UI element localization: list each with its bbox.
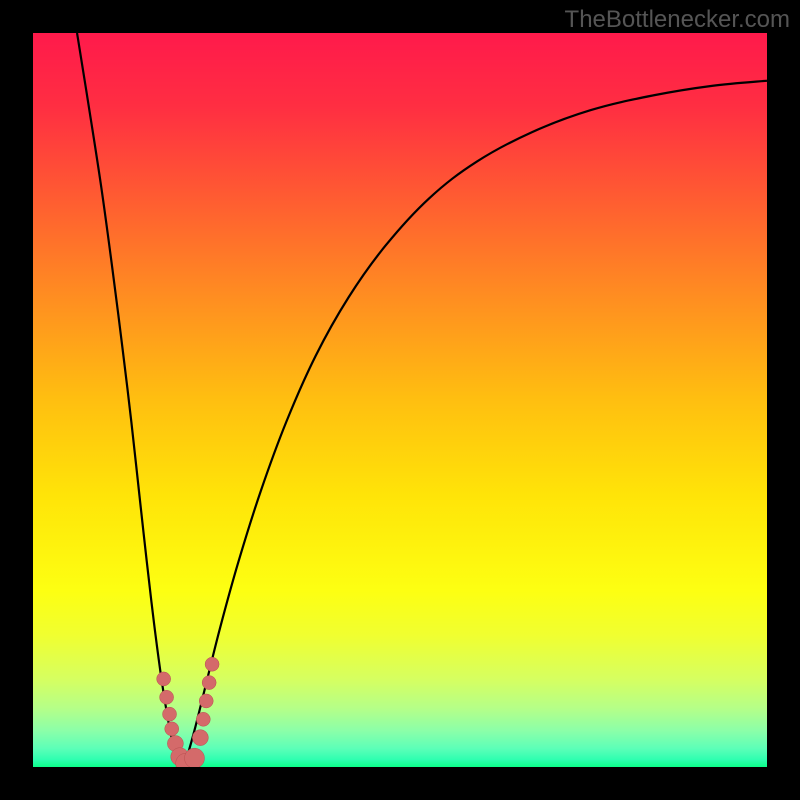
chart-container: TheBottlenecker.com bbox=[0, 0, 800, 800]
marker-point bbox=[157, 672, 171, 686]
marker-point bbox=[196, 712, 210, 726]
marker-group bbox=[157, 657, 219, 767]
left-branch-curve bbox=[77, 33, 182, 767]
watermark-text: TheBottlenecker.com bbox=[565, 6, 790, 34]
marker-point bbox=[163, 707, 177, 721]
marker-point bbox=[160, 690, 174, 704]
right-branch-curve bbox=[182, 81, 767, 767]
marker-point bbox=[202, 676, 216, 690]
marker-point bbox=[199, 694, 213, 708]
marker-point bbox=[205, 657, 219, 671]
marker-point bbox=[184, 748, 204, 767]
plot-area bbox=[33, 33, 767, 767]
marker-point bbox=[165, 722, 179, 736]
marker-point bbox=[192, 730, 208, 746]
curve-layer bbox=[33, 33, 767, 767]
